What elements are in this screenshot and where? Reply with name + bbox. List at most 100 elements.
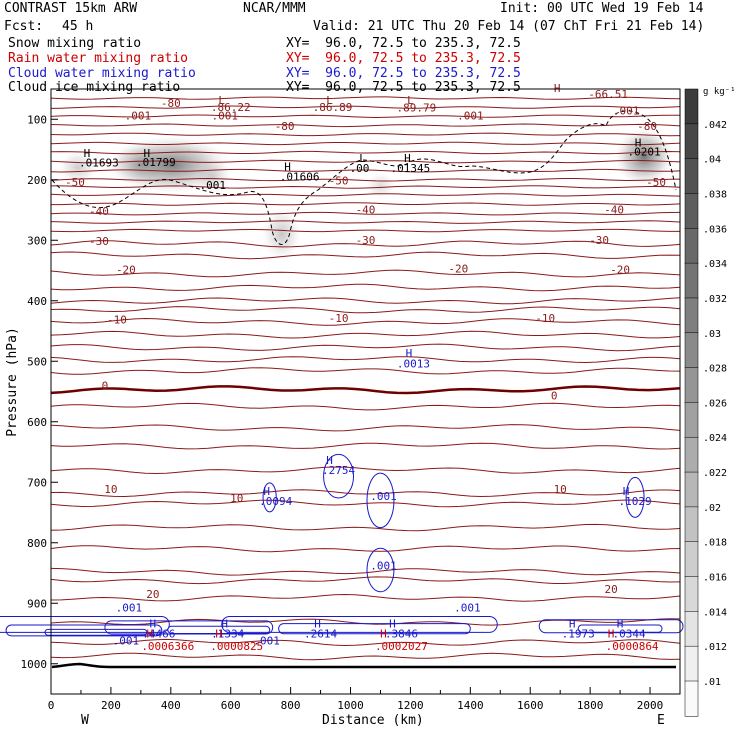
- temperature-label: -20: [610, 264, 630, 277]
- y-tick-label: 400: [27, 295, 47, 308]
- east-label: E: [657, 713, 665, 728]
- x-tick-label: 1400: [457, 699, 484, 712]
- y-axis-label: Pressure (hPa): [4, 327, 20, 437]
- field-cloudice-xy: XY= 96.0, 72.5 to 235.3, 72.5: [286, 80, 521, 95]
- snow-label: .01606: [280, 170, 320, 183]
- cloud-water-label: .0344: [613, 628, 646, 641]
- cloud-water-contour: [262, 482, 277, 513]
- cloud-water-label: .1973: [562, 628, 595, 641]
- snow-label: H: [635, 136, 642, 149]
- colorbar-cell: [684, 332, 699, 369]
- rain-low-label: .0002027: [375, 640, 428, 653]
- rain-label: .001: [211, 109, 238, 122]
- snow-label: H: [84, 147, 91, 160]
- isotherm-line: [50, 193, 681, 197]
- colorbar-tick-label: .012: [703, 642, 727, 653]
- snow-label: H: [284, 161, 291, 174]
- field-snow-xy: XY= 96.0, 72.5 to 235.3, 72.5: [286, 36, 521, 51]
- cloud-water-label: H: [389, 617, 396, 630]
- cloud-water-label: .4466: [142, 628, 175, 641]
- y-tick-label: 100: [27, 113, 47, 126]
- cloud-water-label: .001: [370, 490, 397, 503]
- colorbar-cell: [684, 297, 699, 334]
- x-tick-label: 1000: [337, 699, 364, 712]
- cloud-water-contour: [0, 615, 170, 633]
- isotherm-line: [50, 385, 681, 395]
- colorbar-tick-label: .022: [703, 468, 727, 479]
- isotherm-line: [50, 123, 681, 128]
- y-tick-label: 1000: [21, 658, 48, 671]
- cloud-water-contour: [366, 547, 395, 593]
- rain-low-label: H: [380, 628, 387, 641]
- rain-low-label: .0006366: [141, 640, 194, 653]
- isotherm-line: [50, 652, 681, 661]
- isotherm-line: [50, 317, 681, 326]
- colorbar-cell: [684, 262, 699, 299]
- x-tick-label: 0: [48, 699, 55, 712]
- temperature-label: 0: [102, 380, 109, 393]
- temperature-label: -10: [535, 312, 555, 325]
- model-title: CONTRAST 15km ARW: [4, 1, 138, 16]
- rain-low-label: H: [147, 628, 154, 641]
- isotherm-line: [50, 356, 681, 364]
- isotherm-line: [50, 466, 681, 475]
- snow-label: .0201: [627, 146, 660, 159]
- y-tick-label: 300: [27, 234, 47, 247]
- cloud-water-contour: [278, 623, 471, 635]
- x-tick-label: 200: [101, 699, 121, 712]
- colorbar-cell: [684, 193, 699, 230]
- cloud-water-label: H: [314, 617, 321, 630]
- x-tick-label: 800: [281, 699, 301, 712]
- cloud-water-label: .001: [116, 602, 143, 615]
- temperature-label: 10: [554, 483, 567, 496]
- colorbar-tick-label: .034: [703, 259, 727, 270]
- cloud-water-label: H: [617, 617, 624, 630]
- snow-label: H: [144, 147, 151, 160]
- x-tick-label: 1600: [517, 699, 544, 712]
- cloud-water-label: .001: [113, 634, 140, 647]
- isotherm-line: [50, 306, 681, 314]
- colorbar-tick-label: .032: [703, 294, 727, 305]
- colorbar-cell: [684, 471, 699, 508]
- temperature-label: 10: [104, 483, 117, 496]
- colorbar-tick-label: .026: [703, 398, 727, 409]
- rain-label: L: [218, 94, 225, 107]
- colorbar-tick-label: .016: [703, 573, 727, 584]
- colorbar: .042 .04 .038 .036 .034 .032 .03 .028 .026 .024 .0…: [684, 88, 727, 717]
- temperature-label: 10: [230, 492, 243, 505]
- isotherm-line: [50, 523, 681, 532]
- colorbar-tick-label: .02: [703, 503, 721, 514]
- y-tick-label: 600: [27, 416, 47, 429]
- isotherm-line: [50, 177, 681, 182]
- x-tick-label: 1200: [397, 699, 424, 712]
- isotherm-line: [50, 593, 681, 602]
- rain-label: .89.79: [397, 101, 437, 114]
- cloud-water-label: H: [221, 617, 228, 630]
- isotherm-line: [50, 105, 681, 109]
- rain-label: .001: [457, 109, 484, 122]
- y-tick-label: 900: [27, 597, 47, 610]
- fcst-value: 45 h: [62, 19, 94, 34]
- cloud-water-label: .001: [370, 559, 397, 572]
- isotherm-line: [50, 343, 681, 352]
- isotherm-line: [50, 424, 681, 432]
- colorbar-cell: [684, 506, 699, 543]
- temperature-label: -30: [89, 235, 109, 248]
- cloud-water-contour: [577, 624, 663, 633]
- y-tick-label: 500: [27, 355, 47, 368]
- isotherm-line: [50, 240, 681, 248]
- colorbar-cell: [684, 680, 699, 717]
- colorbar-cell: [684, 541, 699, 578]
- isotherm-line: [50, 545, 681, 553]
- isotherm-line: [51, 185, 681, 189]
- isotherm-line: [50, 228, 680, 233]
- cloud-water-label: .001: [454, 602, 481, 615]
- cloud-water-label: .2614: [304, 628, 337, 641]
- colorbar-unit: g kg⁻¹: [703, 87, 736, 97]
- temperature-label: -30: [589, 234, 609, 247]
- snow-label: .001: [199, 179, 226, 192]
- cloud-water-contour: [323, 453, 355, 499]
- isotherm-line: [50, 269, 681, 278]
- colorbar-tick-label: .04: [703, 155, 721, 166]
- y-tick-label: 200: [27, 174, 47, 187]
